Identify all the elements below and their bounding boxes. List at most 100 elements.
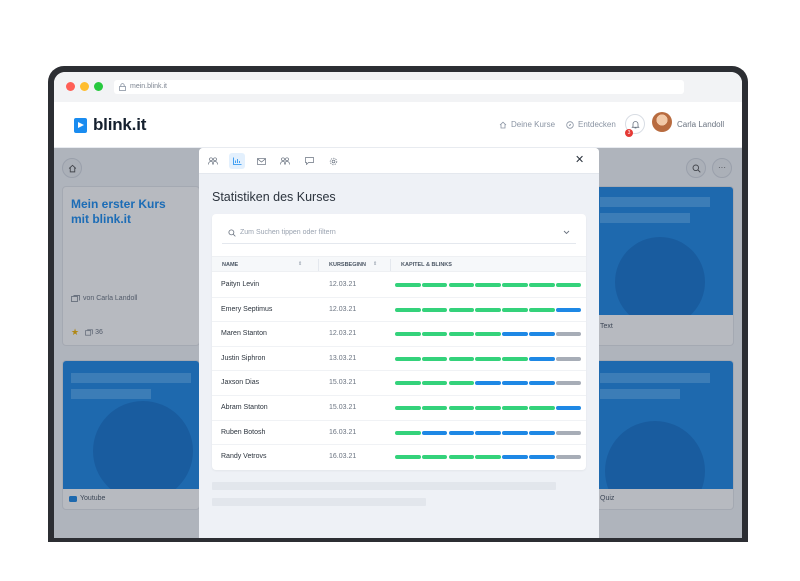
cards-icon — [85, 329, 93, 336]
compass-icon — [566, 120, 574, 129]
logo-icon — [74, 117, 87, 133]
column-course-start[interactable]: KURSBEGINN — [329, 262, 366, 268]
nav-my-courses[interactable]: Deine Kurse — [499, 120, 555, 129]
user-name[interactable]: Carla Landoll — [677, 120, 725, 129]
tab-groups[interactable] — [277, 153, 293, 169]
progress-segment-blue — [502, 430, 528, 435]
search-icon — [228, 229, 236, 237]
device-frame: mein.blink.it blink.it Deine Kurse Entde… — [48, 66, 748, 542]
progress-bar — [395, 381, 583, 386]
participant-name: Ruben Botosh — [221, 428, 266, 436]
table-row[interactable]: Maren Stanton 12.03.21 — [212, 322, 586, 347]
participant-name: Randy Vetrovs — [221, 453, 267, 461]
table-row[interactable]: Ruben Botosh 16.03.21 — [212, 421, 586, 446]
progress-segment-green — [475, 406, 501, 410]
progress-segment-green — [448, 406, 475, 410]
search-button[interactable] — [686, 158, 706, 178]
progress-segment-green — [395, 283, 421, 287]
chevron-down-icon[interactable] — [563, 230, 570, 235]
tab-participants[interactable] — [205, 153, 221, 169]
column-name[interactable]: NAME — [222, 262, 239, 268]
table-row[interactable]: Justin Siphron 13.03.21 — [212, 347, 586, 372]
progress-segment-grey — [555, 381, 582, 386]
tab-statistics[interactable] — [229, 153, 245, 169]
progress-bar — [395, 356, 583, 361]
progress-segment-green — [475, 307, 501, 312]
address-bar[interactable]: mein.blink.it — [114, 80, 684, 94]
course-card-first[interactable]: Mein erster Kurs mit blink.it von Carla … — [62, 186, 200, 346]
nav-discover-label: Entdecken — [578, 120, 616, 129]
home-button[interactable] — [62, 158, 82, 178]
sort-icon[interactable]: ⇕ — [373, 261, 378, 267]
progress-bar — [395, 332, 583, 337]
notifications-button[interactable] — [625, 114, 645, 134]
progress-segment-blue — [555, 307, 582, 312]
progress-bar — [395, 406, 583, 410]
table-row[interactable]: Jaxson Dias 15.03.21 — [212, 371, 586, 396]
progress-segment-blue — [529, 455, 555, 460]
course-card-quiz[interactable]: Quiz — [594, 360, 734, 510]
sort-icon[interactable]: ⇕ — [298, 261, 303, 267]
logo-text: blink.it — [93, 115, 147, 134]
bell-icon — [630, 120, 640, 128]
notification-badge: 3 — [625, 129, 633, 137]
more-button[interactable]: ··· — [712, 158, 732, 178]
progress-segment-green — [475, 356, 501, 361]
progress-segment-green — [421, 307, 448, 312]
progress-segment-green — [421, 283, 448, 287]
window-close-dot[interactable] — [66, 82, 75, 91]
progress-segment-green — [502, 307, 528, 312]
home-icon — [499, 121, 507, 128]
progress-segment-green — [448, 455, 475, 460]
progress-bar — [395, 307, 583, 312]
participant-name: Emery Septimus — [221, 305, 273, 313]
youtube-icon — [69, 495, 77, 502]
home-icon — [68, 164, 76, 172]
progress-segment-grey — [555, 430, 582, 435]
progress-segment-green — [529, 406, 555, 410]
course-start-date: 12.03.21 — [329, 281, 357, 288]
progress-segment-green — [502, 283, 528, 287]
progress-segment-grey — [555, 356, 582, 361]
table-row[interactable]: Emery Septimus 12.03.21 — [212, 298, 586, 323]
tab-messages[interactable] — [253, 153, 269, 169]
window-maximize-dot[interactable] — [94, 82, 103, 91]
group-icon — [280, 157, 290, 165]
course-start-date: 12.03.21 — [329, 330, 357, 338]
progress-segment-green — [395, 455, 421, 460]
participant-name: Jaxson Dias — [221, 379, 260, 387]
screen: mein.blink.it blink.it Deine Kurse Entde… — [54, 72, 742, 538]
loading-placeholder — [212, 498, 426, 506]
table-row[interactable]: Paityn Levin 12.03.21 — [212, 273, 586, 298]
table-row[interactable]: Randy Vetrovs 16.03.21 — [212, 445, 586, 470]
window-minimize-dot[interactable] — [80, 82, 89, 91]
progress-segment-green — [395, 381, 421, 386]
course-card-title: Mein erster Kurs mit blink.it — [71, 197, 166, 226]
nav-discover[interactable]: Entdecken — [566, 120, 616, 129]
mail-icon — [256, 157, 266, 165]
progress-segment-blue — [421, 430, 448, 435]
table-row[interactable]: Abram Stanton 15.03.21 — [212, 396, 586, 421]
search-input[interactable]: Zum Suchen tippen oder filtern — [222, 224, 576, 244]
progress-segment-green — [475, 283, 501, 287]
tab-settings[interactable] — [325, 153, 341, 169]
row-divider — [212, 296, 586, 298]
progress-segment-blue — [502, 332, 528, 337]
logo[interactable]: blink.it — [74, 114, 146, 136]
progress-segment-green — [421, 406, 448, 410]
avatar[interactable] — [652, 112, 672, 132]
course-card-youtube[interactable]: Youtube — [62, 360, 200, 510]
close-icon[interactable]: ✕ — [575, 154, 585, 166]
progress-segment-green — [395, 332, 421, 337]
progress-segment-green — [502, 406, 528, 410]
card-type-label: Quiz — [600, 495, 615, 502]
tab-comments[interactable] — [301, 153, 317, 169]
progress-segment-grey — [555, 332, 582, 337]
search-placeholder: Zum Suchen tippen oder filtern — [240, 229, 336, 236]
participant-name: Paityn Levin — [221, 281, 260, 288]
progress-segment-green — [421, 455, 448, 460]
more-icon: ··· — [718, 163, 726, 172]
search-icon — [692, 164, 701, 173]
lock-icon — [119, 83, 126, 91]
course-start-date: 15.03.21 — [329, 404, 357, 411]
